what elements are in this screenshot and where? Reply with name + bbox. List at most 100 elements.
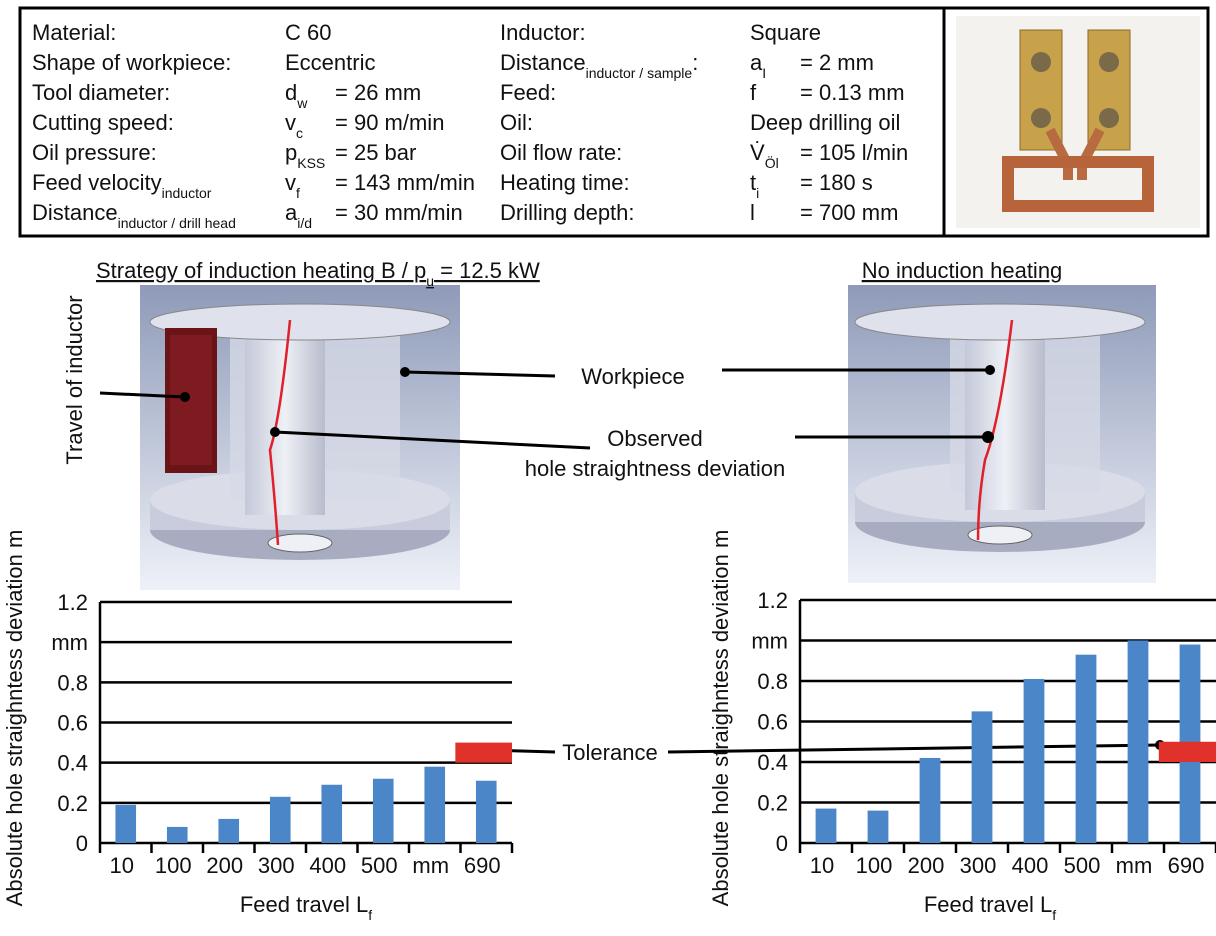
travel-label: Travel of inductor — [62, 295, 87, 464]
tolerance-band — [455, 743, 512, 763]
bar — [1024, 679, 1045, 843]
param-label: Oil flow rate: — [500, 140, 622, 165]
y-tick-label: 0.4 — [757, 750, 788, 775]
x-tick-label: 200 — [206, 853, 243, 878]
text-part: v — [285, 170, 296, 195]
heading-right: No induction heating — [862, 258, 1063, 283]
param-label: Inductor: — [500, 20, 586, 45]
param-value: = 30 mm/min — [335, 200, 463, 225]
y-tick-label: 0.8 — [57, 670, 88, 695]
x-tick-label: 200 — [908, 853, 945, 878]
text-part: Feed velocity — [32, 170, 162, 195]
text-part: Material: — [32, 20, 116, 45]
x-tick-label: 400 — [1012, 853, 1049, 878]
y-tick-label: 0 — [76, 831, 88, 856]
x-tick-label: 500 — [1064, 853, 1101, 878]
tolerance-band — [1159, 742, 1216, 762]
x-tick-label: 100 — [155, 853, 192, 878]
param-value: = 26 mm — [335, 80, 421, 105]
text-part: f — [750, 80, 757, 105]
y-tick-label: 0.6 — [757, 710, 788, 735]
bar — [424, 767, 445, 843]
param-value: = 105 l/min — [800, 140, 908, 165]
param-symbol: V̇Öl — [750, 140, 779, 171]
y-tick-label: 1.2 — [57, 590, 88, 615]
param-symbol: l — [750, 200, 755, 225]
param-symbol: f — [750, 80, 757, 105]
y-tick-label: 0.2 — [757, 791, 788, 816]
x-tick-label: 500 — [361, 853, 398, 878]
y-tick-label: 0 — [776, 831, 788, 856]
bar — [476, 781, 497, 843]
param-label: Shape of workpiece: — [32, 50, 231, 75]
x-tick-label: 400 — [309, 853, 346, 878]
text-part: v — [285, 110, 296, 135]
y-tick-label: 0.4 — [57, 751, 88, 776]
param-value: = 0.13 mm — [800, 80, 905, 105]
param-label: Drilling depth: — [500, 200, 635, 225]
bar — [1128, 641, 1149, 844]
text-part: Cutting speed: — [32, 110, 174, 135]
text-part: Oil flow rate: — [500, 140, 622, 165]
param-symbol: pKSS — [285, 140, 325, 171]
bar — [321, 785, 342, 843]
param-value: = 180 s — [800, 170, 873, 195]
text-part: Distance — [500, 50, 586, 75]
y-axis-label: Absolute hole straighntess deviation m — [708, 530, 733, 907]
text-part: Oil: — [500, 110, 533, 135]
text-part: : — [692, 50, 698, 75]
param-label: Heating time: — [500, 170, 630, 195]
bar — [920, 758, 941, 843]
param-value: Square — [750, 20, 821, 45]
text-part: d — [285, 80, 297, 105]
subscript: inductor — [162, 185, 212, 201]
param-label: Feed velocityinductor — [32, 170, 212, 201]
y-axis-label: Absolute hole straighntess deviation m — [2, 530, 27, 907]
text-part: a — [285, 200, 298, 225]
y-tick-label: mm — [51, 630, 88, 655]
text-part: Feed travel L — [240, 892, 368, 917]
x-tick-label: 10 — [810, 853, 834, 878]
y-tick-label: 0.6 — [57, 711, 88, 736]
param-symbol: vf — [285, 170, 300, 201]
inductor-photo — [956, 16, 1200, 228]
subscript: i — [756, 185, 759, 201]
text-part: Distance — [32, 200, 118, 225]
bar — [1076, 655, 1097, 843]
param-value: = 25 bar — [335, 140, 416, 165]
param-value: = 90 m/min — [335, 110, 444, 135]
bar — [868, 811, 889, 843]
subscript: f — [1052, 907, 1056, 923]
x-tick-label: 690 — [1168, 853, 1205, 878]
x-tick-label: 100 — [856, 853, 893, 878]
x-tick-label: 300 — [960, 853, 997, 878]
param-symbol: ai/d — [285, 200, 312, 231]
param-label: Distanceinductor / sample: — [500, 50, 698, 81]
y-tick-label: 0.8 — [757, 669, 788, 694]
param-label: Feed: — [500, 80, 556, 105]
subscript: i/d — [297, 215, 312, 231]
param-label: Oil: — [500, 110, 533, 135]
text-part: a — [750, 50, 763, 75]
text-part: = 12.5 kW — [434, 258, 540, 283]
workpiece-label: Workpiece — [581, 364, 685, 389]
figure: Travel of inductor Workpiece Observed ho… — [0, 0, 1216, 936]
bar — [167, 827, 188, 843]
param-symbol: ti — [750, 170, 759, 201]
param-value: = 2 mm — [800, 50, 874, 75]
subscript: w — [296, 95, 308, 111]
param-value: = 143 mm/min — [335, 170, 475, 195]
observed-label: hole straightness deviation — [525, 456, 786, 481]
text-part: V̇ — [750, 140, 765, 165]
text-part: Strategy of induction heating B / p — [96, 258, 426, 283]
text-part: Feed travel L — [924, 892, 1052, 917]
bar — [270, 797, 291, 843]
text-part: Heating time: — [500, 170, 630, 195]
text-part: Tool diameter: — [32, 80, 170, 105]
param-symbol: dw — [285, 80, 308, 111]
observed-label: Observed — [607, 426, 702, 451]
bar — [373, 779, 394, 843]
y-tick-label: 0.2 — [57, 791, 88, 816]
param-symbol: vc — [285, 110, 303, 141]
subscript: inductor / sample — [586, 65, 693, 81]
